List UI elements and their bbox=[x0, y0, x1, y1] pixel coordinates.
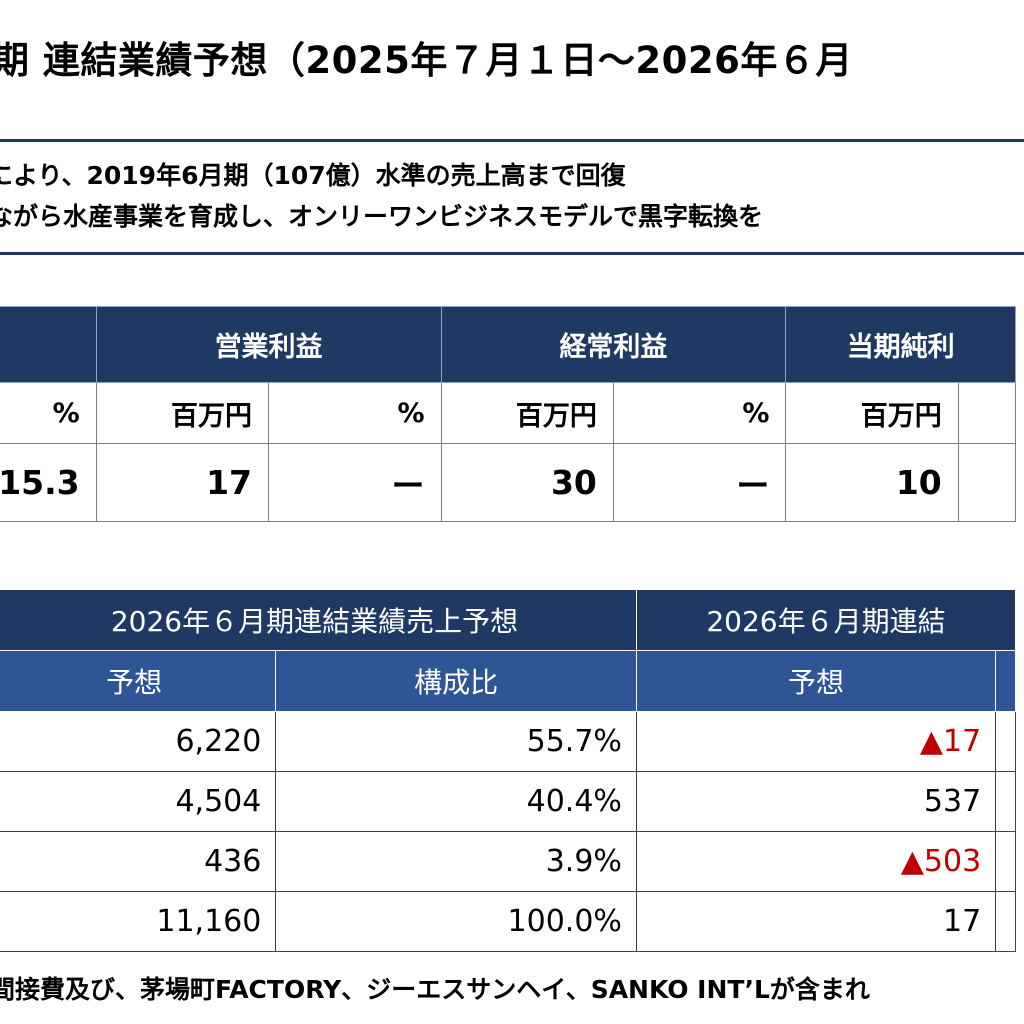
sales-cell: 436 bbox=[0, 831, 277, 892]
profit-forecast-header: 2026年６月期連結 bbox=[635, 589, 1017, 651]
top-rule bbox=[0, 139, 1024, 142]
empty-cell bbox=[995, 771, 1016, 832]
value-cell-empty bbox=[957, 443, 1017, 522]
unit-cell: 百万円 bbox=[95, 382, 270, 444]
ratio-cell: 40.4% bbox=[275, 771, 637, 832]
sales-forecast-header: 2026年６月期連結業績売上予想 bbox=[0, 589, 637, 651]
segment-table: 2026年６月期連結業績売上予想 2026年６月期連結 予想 構成比 予想 6,… bbox=[0, 589, 1017, 952]
sales-cell: 11,160 bbox=[0, 891, 277, 952]
sub-header-ratio: 構成比 bbox=[275, 650, 637, 712]
forecast-value-row: 15.3 17 ー 30 ー 10 bbox=[0, 443, 1017, 522]
value-cell: 15.3 bbox=[0, 443, 97, 522]
value-cell: ー bbox=[612, 443, 787, 522]
unit-cell: % bbox=[0, 382, 97, 444]
profit-cell: 537 bbox=[635, 771, 997, 832]
sales-cell: 6,220 bbox=[0, 711, 277, 772]
value-cell: 30 bbox=[440, 443, 614, 522]
unit-cell: 百万円 bbox=[785, 382, 959, 444]
sub-header-profit-forecast: 予想 bbox=[635, 650, 997, 712]
unit-cell: % bbox=[612, 382, 787, 444]
sub-header-empty bbox=[995, 650, 1016, 712]
summary-line-1: により、2019年6月期（107億）水準の売上高まで回復 bbox=[0, 161, 626, 190]
profit-cell: 17 bbox=[635, 891, 997, 952]
segment-sub-header-row: 予想 構成比 予想 bbox=[0, 650, 1016, 712]
table-row: 4,504 40.4% 537 bbox=[0, 771, 1016, 832]
forecast-header-operating-profit: 営業利益 bbox=[95, 306, 442, 383]
forecast-table: 営業利益 経常利益 当期純利 % 百万円 % 百万円 % 百万円 15.3 17… bbox=[0, 306, 1017, 522]
footnote: 間接費及び、茅場町FACTORY、ジーエスサンヘイ、SANKO INT’Lが含ま… bbox=[0, 975, 870, 1004]
table-row: 436 3.9% ▲503 bbox=[0, 831, 1016, 892]
unit-cell: % bbox=[268, 382, 442, 444]
table-row: 11,160 100.0% 17 bbox=[0, 891, 1016, 952]
forecast-header-net-income: 当期純利 bbox=[785, 306, 1016, 383]
sub-header-forecast: 予想 bbox=[0, 650, 277, 712]
table-row: 6,220 55.7% ▲17 bbox=[0, 711, 1016, 772]
forecast-header-row: 営業利益 経常利益 当期純利 bbox=[0, 306, 1016, 383]
unit-cell-empty bbox=[957, 382, 1017, 444]
forecast-unit-row: % 百万円 % 百万円 % 百万円 bbox=[0, 382, 1017, 444]
profit-cell: ▲503 bbox=[635, 831, 997, 892]
value-cell: 17 bbox=[95, 443, 270, 522]
ratio-cell: 100.0% bbox=[275, 891, 637, 952]
empty-cell bbox=[995, 831, 1016, 892]
ratio-cell: 55.7% bbox=[275, 711, 637, 772]
value-cell: 10 bbox=[785, 443, 959, 522]
page-title: 期 連結業績予想（2025年７月１日～2026年６月 bbox=[0, 39, 853, 82]
ratio-cell: 3.9% bbox=[275, 831, 637, 892]
unit-cell: 百万円 bbox=[440, 382, 614, 444]
profit-cell: ▲17 bbox=[635, 711, 997, 772]
summary-line-2: ながら水産事業を育成し、オンリーワンビジネスモデルで黒字転換を bbox=[0, 202, 764, 231]
forecast-header-sales bbox=[0, 306, 97, 383]
value-cell: ー bbox=[268, 443, 442, 522]
bottom-rule bbox=[0, 252, 1024, 255]
forecast-header-ordinary-profit: 経常利益 bbox=[440, 306, 787, 383]
sales-cell: 4,504 bbox=[0, 771, 277, 832]
segment-group-header-row: 2026年６月期連結業績売上予想 2026年６月期連結 bbox=[0, 589, 1017, 651]
empty-cell bbox=[995, 891, 1016, 952]
empty-cell bbox=[995, 711, 1016, 772]
